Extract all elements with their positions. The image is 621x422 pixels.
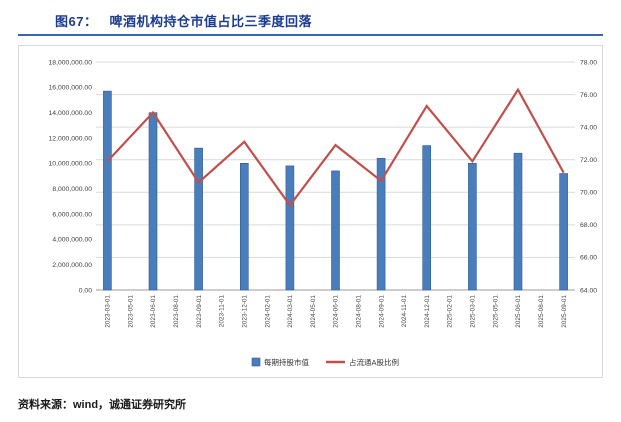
right-axis-tick-label: 66.00 xyxy=(580,255,597,262)
x-axis-label: 2023-08-01 xyxy=(173,295,180,328)
bar xyxy=(422,145,432,291)
bar xyxy=(285,165,295,291)
chart-svg: 0.00 2,000,000.00 4,000,000.00 6,000,000.00… xyxy=(49,59,598,367)
bar xyxy=(240,163,249,291)
left-axis-tick-label: 8,000,000.00 xyxy=(52,186,92,193)
legend-bar-swatch xyxy=(251,357,261,367)
left-axis-tick-label: 18,000,000.00 xyxy=(49,59,93,66)
x-axis-label: 2025-05-01 xyxy=(492,295,499,328)
left-axis-tick-label: 12,000,000.00 xyxy=(49,135,93,142)
x-axis-label: 2023-05-01 xyxy=(127,295,134,328)
legend-bar-label: 每期持股市值 xyxy=(264,357,309,367)
right-axis-tick-label: 76.00 xyxy=(580,92,597,99)
bar xyxy=(513,152,523,291)
chart-container: 0.00 2,000,000.00 4,000,000.00 6,000,000.00… xyxy=(18,45,603,378)
x-axis-label: 2023-09-01 xyxy=(196,295,203,328)
bar xyxy=(559,173,568,291)
x-axis-label: 2024-12-01 xyxy=(424,295,431,328)
left-axis-tick-label: 16,000,000.00 xyxy=(49,85,93,92)
left-axis-tick-label: 14,000,000.00 xyxy=(49,110,93,117)
right-axis-tick-label: 74.00 xyxy=(580,124,597,131)
x-axis-label: 2024-05-01 xyxy=(310,295,317,328)
source-note: 资料来源：wind，诚通证券研究所 xyxy=(18,399,187,411)
x-axis-label: 2024-03-01 xyxy=(287,295,294,328)
figure-number: 图67： xyxy=(55,14,98,29)
x-axis-label: 2023-12-01 xyxy=(242,295,249,328)
right-axis-tick-label: 68.00 xyxy=(580,222,597,229)
bar xyxy=(194,147,203,291)
header-rule xyxy=(18,34,603,36)
x-axis-label: 2024-09-01 xyxy=(378,295,385,328)
right-axis-tick-label: 72.00 xyxy=(580,157,597,164)
bar xyxy=(148,112,158,291)
right-axis-tick-label: 70.00 xyxy=(580,190,597,197)
x-axis-label: 2025-08-01 xyxy=(538,295,545,328)
x-axis-label: 2025-02-01 xyxy=(447,295,454,328)
x-axis-label: 2025-09-01 xyxy=(561,295,568,328)
line-series xyxy=(106,87,565,208)
left-axis-tick-label: 4,000,000.00 xyxy=(52,237,92,244)
bar xyxy=(376,158,386,291)
x-axis-label: 2024-06-01 xyxy=(333,295,340,328)
right-axis-tick-label: 78.00 xyxy=(580,59,597,66)
figure-header: 图67： 啤酒机构持仓市值占比三季度回落 xyxy=(55,11,312,30)
bar xyxy=(331,170,340,291)
x-axis-label: 2023-06-01 xyxy=(150,295,157,328)
x-axis-label: 2024-11-01 xyxy=(401,295,408,328)
right-axis-tick-label: 64.00 xyxy=(580,287,597,294)
figure-title: 啤酒机构持仓市值占比三季度回落 xyxy=(109,14,312,29)
left-axis-tick-label: 2,000,000.00 xyxy=(52,262,92,269)
x-axis-label: 2023-11-01 xyxy=(219,295,226,328)
left-axis-tick-label: 10,000,000.00 xyxy=(49,161,93,168)
x-axis-label: 2024-02-01 xyxy=(264,295,271,328)
bar xyxy=(103,90,112,291)
left-axis-tick-label: 0.00 xyxy=(79,287,92,294)
x-axis-label: 2023-03-01 xyxy=(105,295,112,328)
x-axis-label: 2025-06-01 xyxy=(515,295,522,328)
x-axis-label: 2024-08-01 xyxy=(356,295,363,328)
bar xyxy=(468,163,477,291)
left-axis-tick-label: 6,000,000.00 xyxy=(52,211,92,218)
x-axis-label: 2025-03-01 xyxy=(470,295,477,328)
legend-line-label: 占流通A股比例 xyxy=(349,357,399,367)
